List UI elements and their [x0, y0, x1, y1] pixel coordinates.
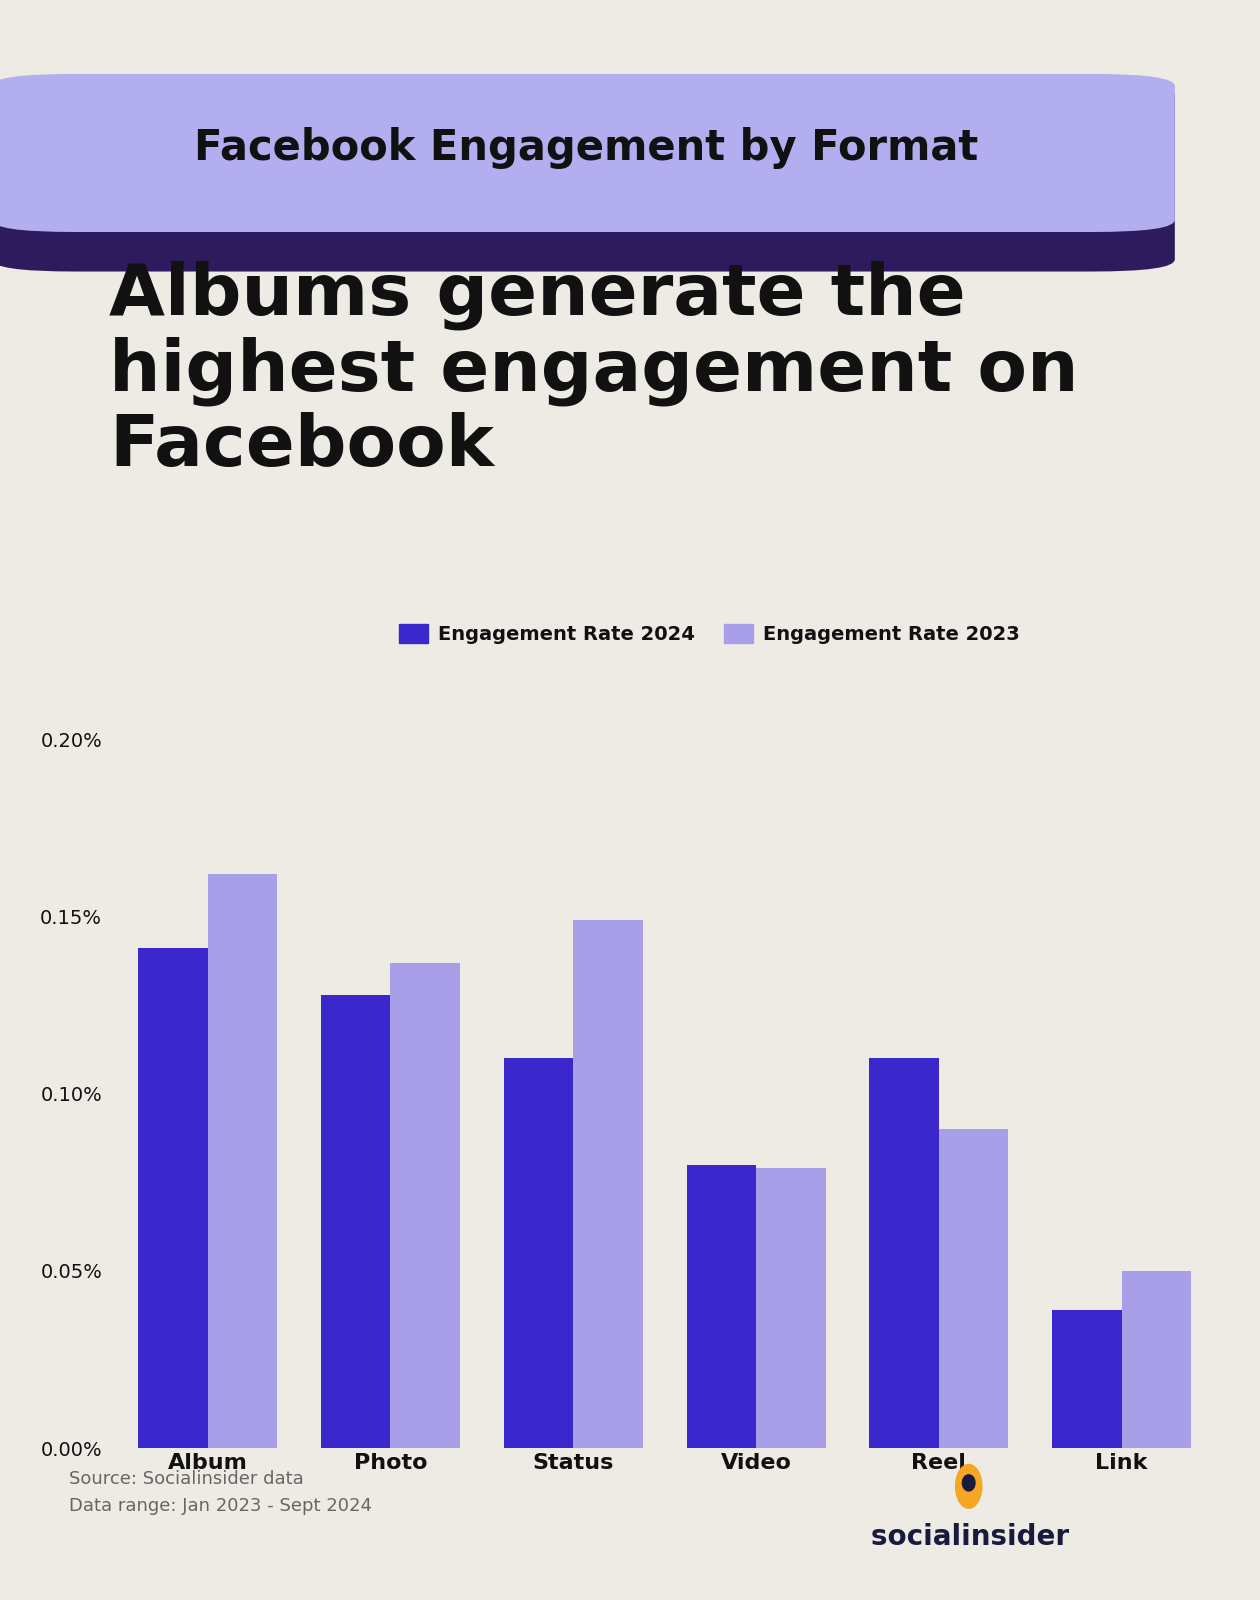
FancyBboxPatch shape — [0, 83, 1174, 272]
Text: Facebook Engagement by Format: Facebook Engagement by Format — [194, 128, 978, 170]
Bar — [1052, 1310, 1121, 1448]
Text: Albums generate the
highest engagement on
Facebook: Albums generate the highest engagement o… — [110, 261, 1079, 482]
Bar — [391, 963, 460, 1448]
Bar — [208, 874, 277, 1448]
FancyBboxPatch shape — [0, 74, 1174, 232]
Bar — [939, 1130, 1008, 1448]
Bar — [1121, 1270, 1191, 1448]
Bar — [321, 995, 391, 1448]
Bar — [869, 1058, 939, 1448]
Text: social​insider: social​insider — [871, 1523, 1070, 1550]
Bar — [756, 1168, 825, 1448]
Bar — [573, 920, 643, 1448]
Bar — [139, 949, 208, 1448]
Text: Source: Socialinsider data
Data range: Jan 2023 - Sept 2024: Source: Socialinsider data Data range: J… — [69, 1470, 372, 1515]
Legend: Engagement Rate 2024, Engagement Rate 2023: Engagement Rate 2024, Engagement Rate 20… — [399, 624, 1019, 645]
Ellipse shape — [955, 1464, 982, 1509]
Ellipse shape — [963, 1475, 975, 1491]
Bar — [687, 1165, 756, 1448]
Bar — [504, 1058, 573, 1448]
